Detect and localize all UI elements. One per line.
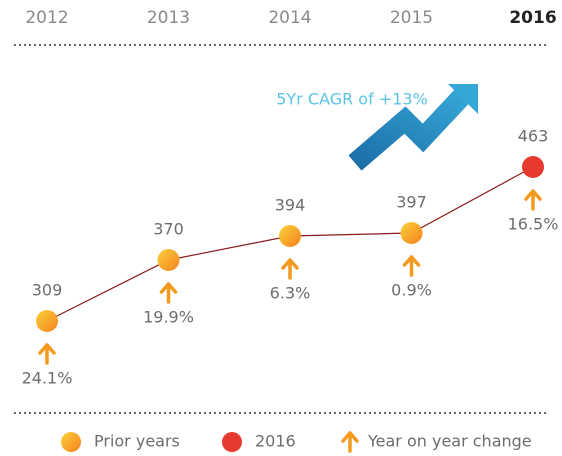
change-label: 16.5%: [508, 215, 559, 234]
change-label: 0.9%: [391, 281, 432, 300]
point: [36, 310, 58, 332]
legend-swatch: [61, 432, 81, 452]
value-label: 309: [32, 281, 63, 300]
arrow-shape: [281, 258, 299, 280]
change-label: 24.1%: [22, 369, 73, 388]
change-arrow: [341, 431, 359, 453]
value-label: 394: [275, 196, 306, 215]
arrow-shape: [38, 343, 56, 365]
arrow-shape: [159, 282, 178, 304]
point: [157, 249, 180, 271]
change-arrow: [159, 282, 178, 304]
value-label: 397: [396, 193, 427, 212]
arrow-shape: [402, 255, 421, 277]
x-category-label: 2014: [268, 8, 311, 28]
x-category-label: 2013: [147, 8, 190, 28]
point: [522, 156, 544, 178]
x-category-label: 2015: [390, 8, 433, 28]
growth-arrow: [348, 84, 478, 171]
change-label: 19.9%: [143, 308, 194, 327]
change-label: 6.3%: [270, 284, 311, 303]
change-arrow: [402, 255, 421, 277]
value-label: 370: [153, 220, 184, 239]
x-category-label: 2012: [25, 8, 68, 28]
legend-swatch: [222, 432, 242, 452]
change-arrow: [38, 343, 56, 365]
value-label: 463: [518, 127, 549, 146]
x-category-label: 2016: [509, 8, 556, 28]
change-arrow: [281, 258, 299, 280]
legend-label: 2016: [255, 432, 296, 451]
change-arrow: [524, 189, 542, 211]
arrow-shape: [524, 189, 542, 211]
annotation: 5Yr CAGR of +13%: [276, 90, 428, 109]
legend-label: Prior years: [94, 432, 180, 451]
legend-label: Year on year change: [367, 432, 532, 451]
arrow-shape: [341, 431, 359, 453]
point: [279, 225, 301, 247]
point: [400, 222, 423, 244]
